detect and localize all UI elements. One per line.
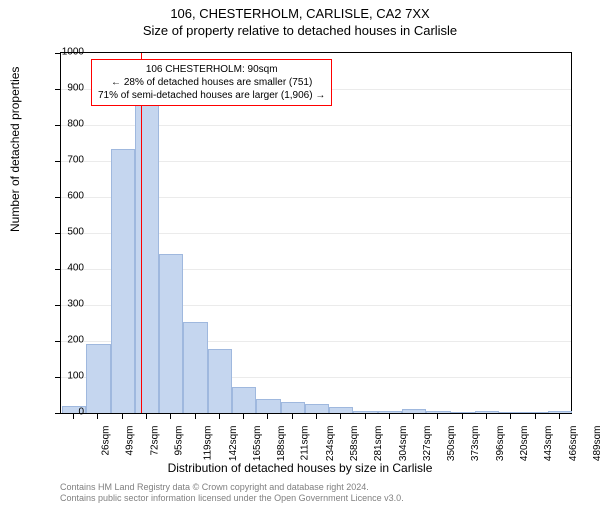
y-tick [55, 269, 61, 270]
histogram-bar [86, 344, 110, 413]
x-tick [146, 413, 147, 419]
x-tick [97, 413, 98, 419]
title-line-2: Size of property relative to detached ho… [0, 23, 600, 38]
y-tick [55, 53, 61, 54]
histogram-bar [135, 95, 159, 413]
x-tick [559, 413, 560, 419]
x-tick-label: 304sqm [398, 426, 409, 462]
x-tick-label: 95sqm [174, 426, 185, 456]
y-tick-label: 800 [67, 119, 84, 130]
histogram-bar [281, 402, 305, 413]
y-axis-label: Number of detached properties [8, 67, 22, 232]
x-tick-label: 165sqm [252, 426, 263, 462]
x-tick [413, 413, 414, 419]
x-tick [462, 413, 463, 419]
x-tick-label: 258sqm [349, 426, 360, 462]
y-tick-label: 200 [67, 335, 84, 346]
x-tick-label: 211sqm [300, 426, 311, 461]
y-tick [55, 233, 61, 234]
x-tick-label: 72sqm [149, 426, 160, 456]
x-tick [170, 413, 171, 419]
reference-line [141, 53, 142, 413]
x-tick [122, 413, 123, 419]
x-tick-label: 119sqm [203, 426, 214, 461]
x-tick [437, 413, 438, 419]
footer-line-1: Contains HM Land Registry data © Crown c… [60, 482, 404, 493]
x-tick [389, 413, 390, 419]
x-tick [267, 413, 268, 419]
annotation-line: 71% of semi-detached houses are larger (… [98, 89, 325, 102]
annotation-box: 106 CHESTERHOLM: 90sqm← 28% of detached … [91, 59, 332, 106]
x-tick [365, 413, 366, 419]
x-tick [195, 413, 196, 419]
y-tick-label: 900 [67, 83, 84, 94]
footer-line-2: Contains public sector information licen… [60, 493, 404, 504]
x-tick [243, 413, 244, 419]
x-tick-label: 373sqm [471, 426, 482, 462]
histogram-bar [256, 399, 280, 413]
y-tick-label: 700 [67, 155, 84, 166]
histogram-bar [305, 404, 329, 413]
x-tick-label: 26sqm [101, 426, 112, 456]
x-tick-label: 142sqm [228, 426, 239, 462]
annotation-line: ← 28% of detached houses are smaller (75… [98, 76, 325, 89]
x-tick-label: 396sqm [495, 426, 506, 462]
y-tick [55, 413, 61, 414]
y-tick-label: 600 [67, 191, 84, 202]
x-tick-label: 350sqm [446, 426, 457, 462]
x-axis-label: Distribution of detached houses by size … [0, 461, 600, 475]
title-line-1: 106, CHESTERHOLM, CARLISLE, CA2 7XX [0, 6, 600, 21]
x-tick-label: 234sqm [325, 426, 336, 462]
y-tick-label: 300 [67, 299, 84, 310]
x-tick [340, 413, 341, 419]
y-tick [55, 197, 61, 198]
x-tick-label: 281sqm [373, 426, 384, 462]
x-tick-label: 489sqm [592, 426, 600, 462]
y-tick [55, 161, 61, 162]
y-tick [55, 377, 61, 378]
x-tick [73, 413, 74, 419]
x-tick [486, 413, 487, 419]
y-tick-label: 500 [67, 227, 84, 238]
histogram-bar [183, 322, 207, 413]
x-tick-label: 49sqm [125, 426, 136, 456]
x-tick-label: 466sqm [568, 426, 579, 462]
x-tick-label: 420sqm [519, 426, 530, 462]
x-tick [535, 413, 536, 419]
y-tick-label: 100 [67, 371, 84, 382]
x-tick-label: 443sqm [543, 426, 554, 462]
annotation-line: 106 CHESTERHOLM: 90sqm [98, 63, 325, 76]
y-tick [55, 341, 61, 342]
histogram-plot: 106 CHESTERHOLM: 90sqm← 28% of detached … [60, 52, 572, 414]
x-tick-label: 188sqm [276, 426, 287, 462]
y-tick [55, 305, 61, 306]
histogram-bar [159, 254, 183, 413]
y-tick-label: 0 [78, 407, 84, 418]
footer-attribution: Contains HM Land Registry data © Crown c… [60, 482, 404, 504]
x-tick-label: 327sqm [422, 426, 433, 462]
x-tick [292, 413, 293, 419]
histogram-bar [232, 387, 256, 413]
x-tick [510, 413, 511, 419]
y-tick-label: 400 [67, 263, 84, 274]
x-tick [219, 413, 220, 419]
y-tick-label: 1000 [62, 47, 84, 58]
x-tick [316, 413, 317, 419]
histogram-bar [111, 149, 135, 413]
y-tick [55, 89, 61, 90]
histogram-bar [208, 349, 232, 413]
y-tick [55, 125, 61, 126]
